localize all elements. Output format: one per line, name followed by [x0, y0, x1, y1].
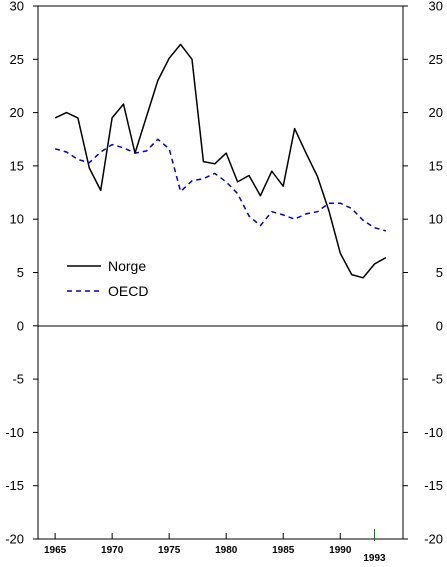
ytick-right-label: -5: [431, 372, 443, 387]
ytick-left-label: 0: [17, 318, 24, 333]
right-y-axis: -20 -15 -10 -5 0 5 10 15 20 25 30: [403, 0, 443, 547]
xtick-label: 1980: [215, 545, 238, 556]
ytick-right-label: -10: [424, 425, 443, 440]
ytick-left-label: -20: [5, 532, 24, 547]
ytick-right-label: -15: [424, 478, 443, 493]
ytick-right-label: 5: [436, 265, 443, 280]
ytick-left-label: 5: [17, 265, 24, 280]
ytick-left-label: -5: [12, 372, 24, 387]
series-line-norge: [54, 43, 387, 279]
ytick-left-label: -10: [5, 425, 24, 440]
ytick-right-label: 15: [429, 158, 443, 173]
ytick-right-label: 30: [429, 0, 443, 14]
plot-frame: [37, 5, 404, 540]
ytick-left-label: 25: [10, 52, 24, 67]
series-lines: [54, 43, 387, 279]
ytick-left-label: 30: [10, 0, 24, 14]
legend-label-norge: Norge: [108, 258, 146, 274]
ytick-left-label: 10: [10, 212, 24, 227]
ytick-right-label: 0: [436, 318, 443, 333]
xtick-label: 1965: [44, 545, 67, 556]
xtick-label-highlight: 1993: [363, 553, 386, 564]
ytick-right-label: -20: [424, 532, 443, 547]
legend-label-oecd: OECD: [108, 283, 148, 299]
ytick-right-label: 25: [429, 52, 443, 67]
xtick-label: 1975: [158, 545, 181, 556]
xtick-label: 1985: [272, 545, 295, 556]
left-y-axis: -20 -15 -10 -5 0 5 10 15 20 25 30: [5, 0, 38, 547]
ytick-right-label: 20: [429, 105, 443, 120]
ytick-left-label: 15: [10, 158, 24, 173]
ytick-right-label: 10: [429, 212, 443, 227]
ytick-left-label: -15: [5, 478, 24, 493]
xtick-label: 1970: [101, 545, 124, 556]
ytick-left-label: 20: [10, 105, 24, 120]
xtick-label: 1990: [329, 545, 352, 556]
series-line-oecd: [54, 138, 387, 232]
legend: Norge OECD: [67, 258, 148, 299]
x-axis: 1965 1970 1975 1980 1985 1990 1993: [44, 529, 386, 564]
